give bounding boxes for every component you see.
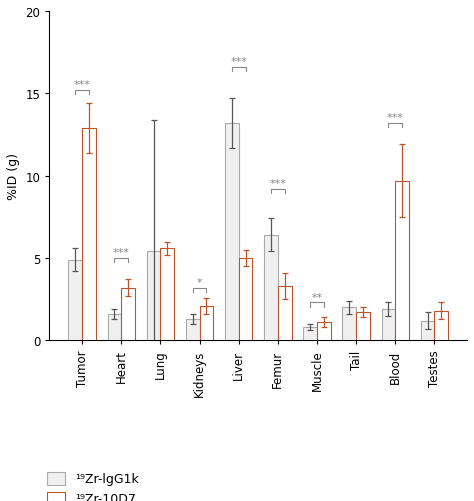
Bar (317, 323, 331, 341)
Text: **: ** (311, 292, 323, 302)
Bar (238, 259, 252, 341)
Text: ***: *** (113, 247, 130, 258)
Legend: ¹⁹Zr-lgG1k, ¹⁹Zr-10D7: ¹⁹Zr-lgG1k, ¹⁹Zr-10D7 (47, 472, 138, 501)
Text: ***: *** (230, 57, 247, 67)
Bar (82, 129, 96, 341)
Bar (264, 235, 278, 341)
Text: *: * (197, 277, 202, 287)
Bar (382, 310, 395, 341)
Bar (420, 321, 434, 341)
Bar (121, 288, 135, 341)
Bar (395, 181, 409, 341)
Bar (303, 328, 317, 341)
Bar (186, 319, 200, 341)
Text: ***: *** (73, 80, 91, 90)
Bar (434, 311, 448, 341)
Bar (200, 306, 213, 341)
Bar (225, 124, 238, 341)
Bar (108, 315, 121, 341)
Bar (278, 287, 292, 341)
Y-axis label: %ID (g): %ID (g) (7, 153, 20, 200)
Text: ***: *** (387, 113, 404, 123)
Bar (356, 313, 370, 341)
Bar (342, 308, 356, 341)
Text: ***: *** (269, 179, 286, 189)
Bar (68, 260, 82, 341)
Bar (160, 248, 174, 341)
Bar (146, 252, 160, 341)
